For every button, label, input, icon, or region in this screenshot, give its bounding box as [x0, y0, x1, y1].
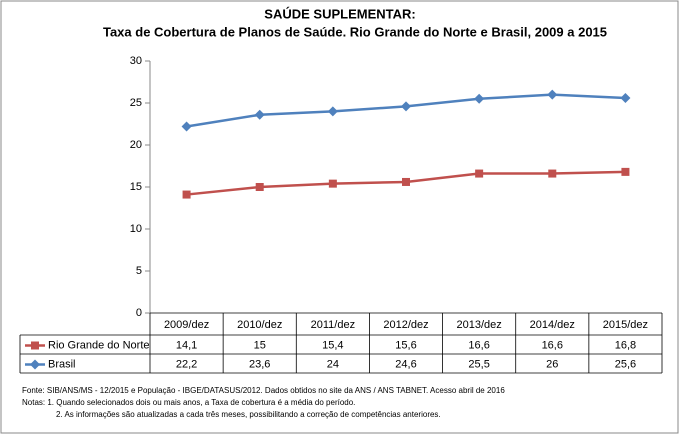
- table-cell: 16,8: [615, 339, 636, 351]
- table-cell: 15,4: [322, 339, 343, 351]
- marker: [620, 92, 631, 103]
- x-tick-label: 2012/dez: [383, 319, 428, 331]
- x-tick-label: 2011/dez: [311, 319, 355, 331]
- marker: [31, 341, 39, 350]
- marker: [327, 106, 338, 117]
- chart-title: SAÚDE SUPLEMENTAR:: [264, 6, 415, 21]
- table-cell: 15: [254, 339, 266, 351]
- table-cell: 24,6: [395, 358, 416, 370]
- marker: [254, 109, 265, 120]
- x-tick-label: 2010/dez: [237, 319, 282, 331]
- y-tick-label: 25: [130, 97, 142, 109]
- x-tick-label: 2015/dez: [603, 319, 648, 331]
- x-tick-label: 2009/dez: [164, 319, 209, 331]
- marker: [30, 359, 40, 370]
- table-cell: 23,6: [249, 358, 270, 370]
- legend-label: Rio Grande do Norte: [48, 339, 150, 351]
- y-tick-label: 15: [130, 181, 142, 193]
- note: Notas: 1. Quando selecionados dois ou ma…: [22, 398, 355, 407]
- table-cell: 16,6: [542, 339, 563, 351]
- marker: [255, 183, 264, 191]
- table-cell: 14,1: [176, 339, 197, 351]
- note: 2. As informações são atualizadas a cada…: [56, 410, 441, 419]
- marker: [401, 101, 411, 112]
- marker: [547, 89, 558, 100]
- marker: [328, 179, 337, 188]
- y-tick-label: 10: [130, 223, 142, 235]
- table-cell: 26: [546, 358, 558, 370]
- marker: [475, 169, 484, 178]
- marker: [548, 169, 557, 178]
- marker: [621, 167, 630, 176]
- marker: [402, 177, 410, 186]
- table-cell: 25,6: [615, 358, 636, 370]
- y-tick-label: 20: [130, 139, 142, 151]
- table-cell: 24: [327, 358, 339, 370]
- source-note: Fonte: SIB/ANS/MS - 12/2015 e População …: [22, 386, 505, 395]
- marker: [474, 93, 485, 104]
- table-cell: 25,5: [468, 358, 489, 370]
- table-cell: 22,2: [176, 358, 197, 370]
- y-tick-label: 30: [130, 55, 142, 67]
- x-tick-label: 2013/dez: [457, 319, 502, 331]
- marker: [182, 190, 191, 199]
- table-cell: 15,6: [395, 339, 416, 351]
- y-tick-label: 5: [136, 265, 142, 277]
- legend-label: Brasil: [48, 358, 76, 370]
- x-tick-label: 2014/dez: [530, 319, 575, 331]
- table-cell: 16,6: [468, 339, 489, 351]
- y-tick-label: 0: [136, 307, 142, 319]
- marker: [181, 121, 192, 132]
- chart-subtitle: Taxa de Cobertura de Planos de Saúde. Ri…: [103, 24, 607, 39]
